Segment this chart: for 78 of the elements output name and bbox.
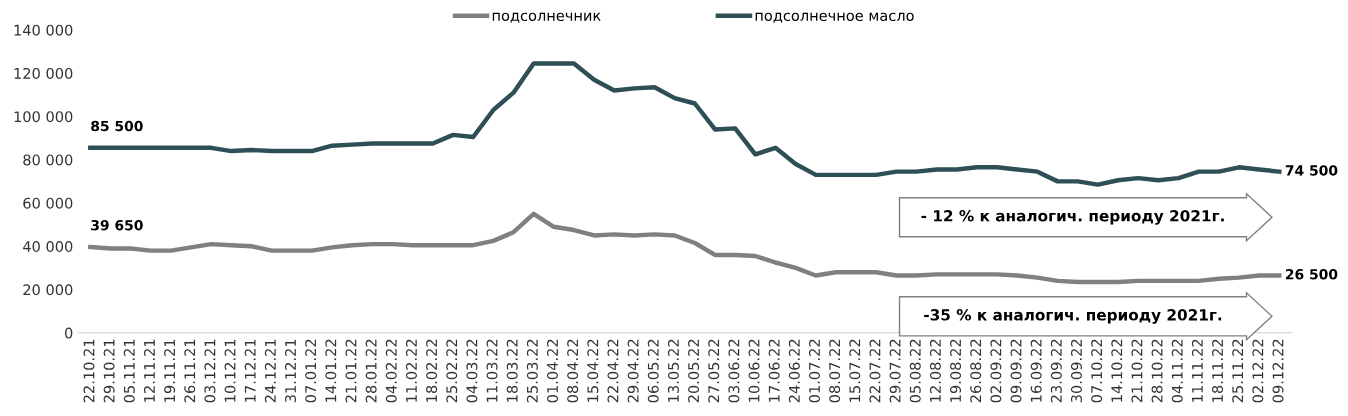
x-tick-label: 16.09.22 [1030, 339, 1042, 402]
x-tick-label: 09.09.22 [1010, 339, 1022, 403]
x-tick-label: 31.12.21 [285, 339, 297, 403]
x-tick-label: 25.11.22 [1232, 339, 1244, 403]
x-tick-label: 18.11.22 [1212, 339, 1224, 402]
x-tick-label: 03.06.22 [728, 339, 740, 403]
annotation: 26 500 [1285, 269, 1338, 280]
y-tick-label: 80 000 [23, 154, 73, 166]
x-tick-label: 08.07.22 [829, 339, 841, 403]
y-tick-label: 100 000 [14, 111, 73, 123]
legend-label: подсолнечник [492, 12, 601, 23]
x-tick-label: 22.04.22 [607, 339, 619, 403]
x-tick-label: 05.08.22 [909, 339, 921, 403]
x-tick-label: 22.10.21 [83, 339, 95, 403]
x-tick-label: 12.08.22 [929, 339, 941, 402]
x-tick-label: 21.01.22 [345, 339, 357, 403]
x-tick-label: 17.06.22 [768, 339, 780, 402]
x-tick-label: 19.11.21 [164, 339, 176, 402]
x-tick-label: 26.11.21 [184, 339, 196, 403]
annotation: 74 500 [1285, 165, 1338, 176]
x-tick-label: 05.11.21 [123, 339, 135, 403]
x-tick-label: 07.10.22 [1091, 339, 1103, 403]
x-tick-label: 29.04.22 [627, 339, 639, 403]
x-tick-label: 30.09.22 [1070, 339, 1082, 403]
x-tick-label: 25.02.22 [446, 339, 458, 403]
x-tick-label: 10.12.21 [224, 339, 236, 402]
y-tick-label: 40 000 [23, 240, 73, 253]
x-tick-label: 26.08.22 [970, 339, 982, 403]
y-tick-label: 120 000 [14, 67, 73, 79]
x-tick-label: 11.11.22 [1191, 339, 1203, 402]
x-tick-label: 06.05.22 [647, 339, 659, 403]
line-series [88, 211, 1282, 285]
x-tick-label: 04.03.22 [466, 339, 478, 403]
x-tick-label: 08.04.22 [567, 339, 579, 403]
y-tick-label: 20 000 [23, 284, 73, 296]
x-tick-label: 12.11.21 [143, 339, 155, 402]
x-tick-label: 20.05.22 [688, 339, 700, 403]
x-tick-label: 09.12.22 [1272, 339, 1284, 403]
x-tick-label: 15.04.22 [587, 339, 599, 402]
annotation: 39 650 [91, 219, 143, 231]
x-tick-label: 03.12.21 [204, 339, 216, 403]
x-tick-label: 25.03.22 [526, 339, 538, 403]
x-tick-label: 07.01.22 [305, 339, 317, 403]
x-tick-label: 10.06.22 [748, 339, 760, 402]
x-tick-label: 14.10.22 [1111, 339, 1123, 402]
x-tick-label: 15.07.22 [849, 339, 861, 402]
annotation: - 12 % к аналогич. периоду 2021г. [921, 210, 1224, 225]
x-tick-label: 17.12.21 [244, 339, 256, 402]
x-tick-label: 23.09.22 [1050, 339, 1062, 403]
x-tick-label: 21.10.22 [1131, 339, 1143, 403]
x-tick-label: 29.07.22 [889, 339, 901, 403]
x-tick-label: 14.01.22 [325, 339, 337, 402]
x-tick-label: 11.02.22 [405, 339, 417, 402]
x-tick-label: 28.10.22 [1151, 339, 1163, 403]
x-tick-label: 02.09.22 [990, 339, 1002, 403]
x-tick-label: 04.11.22 [1171, 339, 1183, 403]
y-tick-label: 0 [65, 327, 73, 339]
legend-label: подсолнечное масло [755, 12, 914, 23]
x-tick-label: 24.12.21 [264, 339, 276, 403]
x-tick-label: 28.01.22 [365, 339, 377, 403]
x-tick-label: 19.08.22 [950, 339, 962, 402]
x-tick-label: 01.07.22 [808, 339, 821, 403]
x-tick-label: 04.02.22 [385, 339, 397, 403]
x-tick-label: 18.03.22 [506, 339, 518, 402]
x-tick-label: 29.10.21 [103, 339, 115, 403]
y-tick-label: 60 000 [23, 197, 73, 209]
x-tick-label: 18.02.22 [426, 339, 438, 402]
x-tick-label: 13.05.22 [667, 339, 679, 402]
x-tick-label: 02.12.22 [1252, 339, 1264, 403]
annotation: -35 % к аналогич. периоду 2021г. [924, 309, 1222, 324]
x-tick-label: 11.03.22 [486, 339, 498, 402]
annotation: 85 500 [91, 120, 143, 132]
x-tick-label: 27.05.22 [708, 339, 720, 403]
x-tick-label: 24.06.22 [788, 339, 800, 403]
line-series [88, 61, 1282, 187]
y-tick-label: 140 000 [14, 24, 73, 36]
x-tick-label: 01.04.22 [546, 339, 559, 403]
x-tick-label: 22.07.22 [869, 339, 881, 403]
